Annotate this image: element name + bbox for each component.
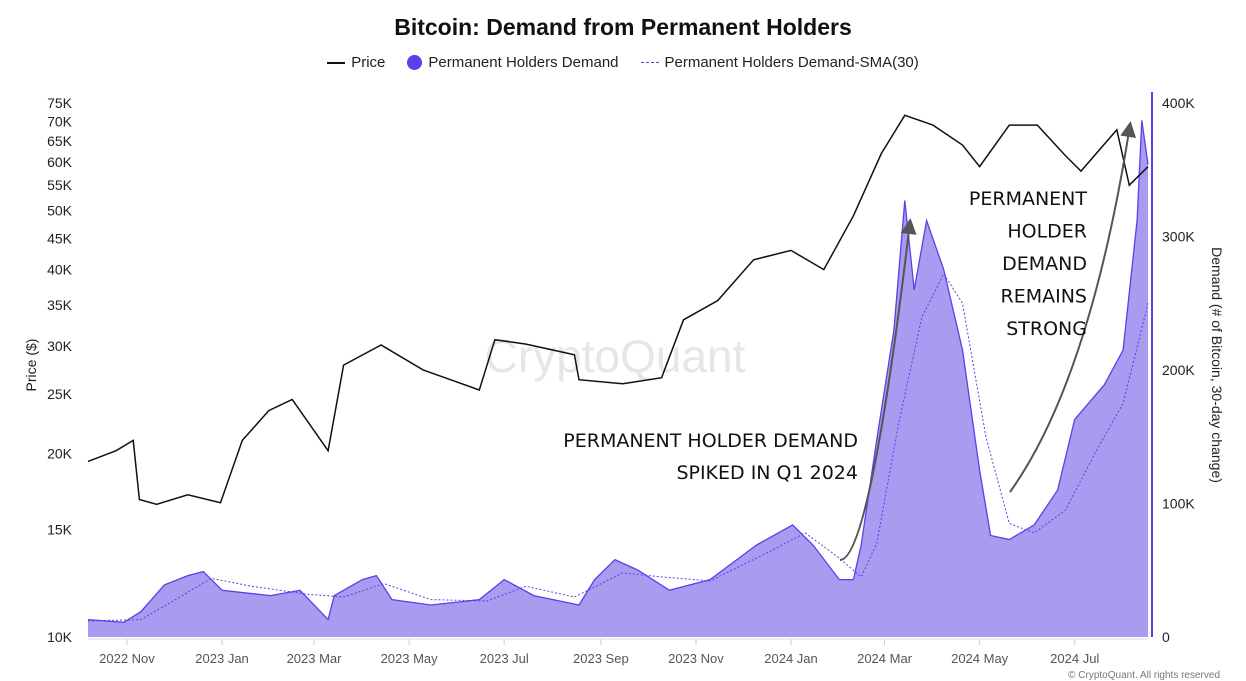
y-left-tick-label: 55K (47, 177, 73, 193)
y-left-tick-label: 45K (47, 230, 73, 246)
y-left-tick-label: 65K (47, 133, 73, 149)
x-tick-label: 2022 Nov (99, 651, 155, 666)
x-tick-label: 2023 Jul (480, 651, 529, 666)
y-left-tick-label: 60K (47, 154, 73, 170)
legend-label: Permanent Holders Demand (428, 54, 619, 71)
annotation-arrow (839, 218, 917, 561)
y-left-tick-label: 75K (47, 95, 73, 111)
demand-line (87, 120, 1149, 623)
y-right-tick-label: 200K (1162, 362, 1195, 378)
legend-item-demand[interactable]: Permanent Holders Demand (407, 54, 619, 71)
copyright: © CryptoQuant. All rights reserved (1068, 670, 1220, 681)
y-left-tick-label: 10K (47, 629, 73, 645)
y-right-tick-label: 400K (1162, 95, 1195, 111)
x-tick-label: 2024 Jul (1050, 651, 1099, 666)
legend-item-price[interactable]: Price (327, 54, 385, 71)
y-left-tick-label: 50K (47, 202, 73, 218)
y-left-tick-label: 70K (47, 113, 73, 129)
sma-line (87, 272, 1149, 622)
annotation-text: PERMANENT (969, 188, 1087, 210)
y-left-tick-label: 35K (47, 297, 73, 313)
y-left-tick-label: 25K (47, 386, 73, 402)
legend: Price Permanent Holders Demand Permanent… (0, 54, 1246, 71)
chart-title: Bitcoin: Demand from Permanent Holders (394, 14, 852, 40)
dot-swatch-icon (407, 55, 423, 70)
x-tick-label: 2023 Jan (195, 651, 249, 666)
annotation-text: REMAINS (1001, 286, 1087, 308)
x-tick-label: 2023 Mar (287, 651, 343, 666)
legend-label: Price (351, 54, 386, 71)
x-tick-label: 2024 Mar (857, 651, 913, 666)
x-tick-label: 2024 Jan (764, 651, 818, 666)
x-tick-label: 2024 May (951, 651, 1009, 666)
y-left-axis-title: Price ($) (23, 339, 39, 392)
y-right-axis-title: Demand (# of Bitcoin, 30-day change) (1209, 247, 1225, 483)
y-right-tick-label: 100K (1162, 496, 1195, 512)
y-right-tick-label: 0 (1162, 629, 1170, 645)
annotation-text: PERMANENT HOLDER DEMAND (563, 430, 858, 452)
y-left-tick-label: 40K (47, 262, 73, 278)
y-right-tick-label: 300K (1162, 229, 1195, 245)
y-left-tick-label: 15K (47, 522, 73, 538)
annotation-text: HOLDER (1007, 221, 1087, 243)
x-tick-label: 2023 May (381, 651, 439, 666)
legend-item-sma[interactable]: Permanent Holders Demand-SMA(30) (640, 54, 919, 71)
annotation-text: SPIKED IN Q1 2024 (676, 462, 858, 484)
dashed-swatch-icon (640, 62, 659, 63)
y-left-tick-label: 20K (47, 445, 73, 461)
watermark: CryptoQuant (485, 330, 746, 382)
legend-label: Permanent Holders Demand-SMA(30) (664, 54, 919, 71)
annotation-text: STRONG (1006, 318, 1087, 340)
x-tick-label: 2023 Sep (573, 651, 629, 666)
y-left-tick-label: 30K (47, 338, 73, 354)
price-line (87, 114, 1149, 506)
x-tick-label: 2023 Nov (668, 651, 724, 666)
annotation-text: DEMAND (1002, 253, 1087, 275)
line-swatch-icon (327, 61, 346, 64)
annotation-arrow (1009, 121, 1137, 493)
